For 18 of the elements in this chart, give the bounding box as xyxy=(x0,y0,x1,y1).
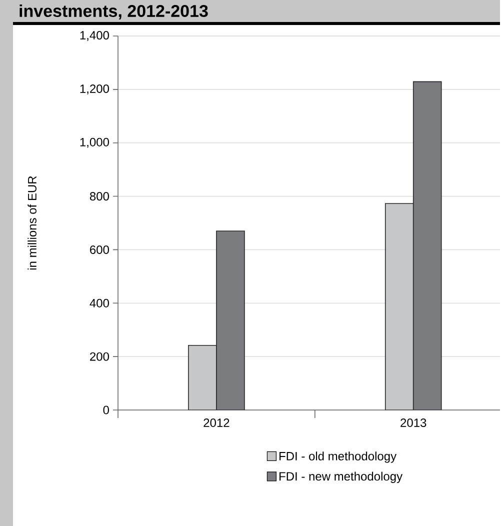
bar xyxy=(385,203,414,410)
legend-label: FDI - old methodology xyxy=(280,452,397,463)
bar xyxy=(216,230,246,410)
bar xyxy=(188,344,218,410)
y-tick-label: 400 xyxy=(90,298,110,308)
y-tick-label: 0 xyxy=(104,406,110,414)
y-tick-label: 800 xyxy=(90,192,110,201)
y-axis-title: in millions of EUR xyxy=(28,176,37,270)
bar xyxy=(413,81,442,410)
chart-title: investments, 2012-2013 xyxy=(20,4,208,20)
y-tick-label: 1,000 xyxy=(80,138,110,148)
legend-label: FDI - new methodology xyxy=(280,472,403,483)
y-tick-label: 1,200 xyxy=(80,84,110,94)
y-tick-label: 600 xyxy=(90,245,110,254)
y-tick-label: 1,400 xyxy=(80,31,110,41)
y-tick-label: 200 xyxy=(90,352,110,361)
x-tick-label: 2013 xyxy=(400,418,426,428)
x-tick-label: 2012 xyxy=(204,418,230,428)
